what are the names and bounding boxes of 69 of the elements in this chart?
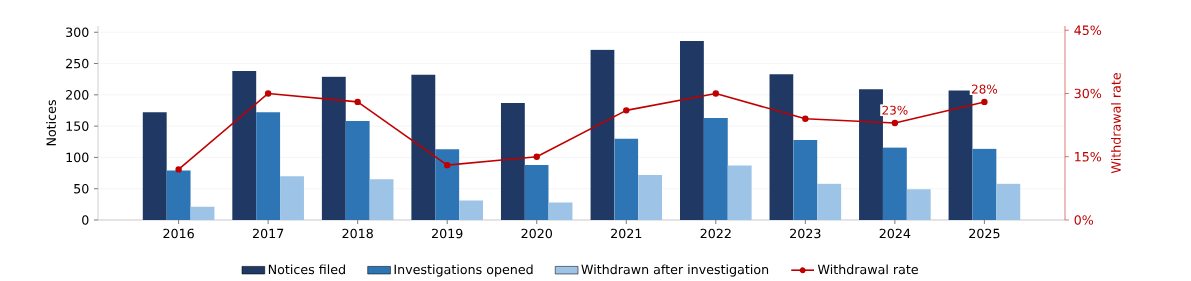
bar bbox=[948, 90, 973, 220]
y-tick-label: 0 bbox=[82, 215, 89, 225]
bar bbox=[459, 200, 484, 220]
y2-tick-label: 30% bbox=[1074, 88, 1102, 99]
y-axis-title: Notices bbox=[46, 99, 56, 146]
y2-axis-title: Withdrawal rate bbox=[1111, 72, 1121, 173]
x-tick-label: 2017 bbox=[252, 228, 284, 239]
legend-label: Notices filed bbox=[268, 264, 345, 275]
bar bbox=[280, 176, 304, 220]
x-tick-label: 2023 bbox=[790, 228, 821, 239]
point bbox=[891, 119, 899, 127]
bar bbox=[703, 117, 728, 220]
bar bbox=[769, 74, 794, 220]
point bbox=[802, 115, 809, 122]
bar bbox=[793, 139, 818, 220]
legend-label: Investigations opened bbox=[394, 264, 533, 277]
bar bbox=[369, 179, 394, 220]
bar bbox=[142, 112, 167, 220]
y-tick-label: 150 bbox=[66, 121, 89, 131]
point bbox=[533, 153, 540, 160]
bar bbox=[679, 40, 704, 220]
x-tick-label: 2019 bbox=[432, 228, 463, 239]
x-tick-label: 2018 bbox=[342, 228, 373, 239]
point bbox=[175, 166, 182, 173]
bar bbox=[882, 147, 907, 220]
point bbox=[981, 98, 988, 105]
bar bbox=[524, 164, 549, 220]
point bbox=[354, 98, 361, 105]
bar bbox=[166, 170, 191, 220]
bar bbox=[906, 189, 931, 220]
bar bbox=[972, 148, 997, 220]
x-tick-label: 2022 bbox=[700, 228, 731, 239]
bar bbox=[996, 183, 1021, 220]
bar bbox=[548, 202, 573, 220]
y2-tick-label: 15% bbox=[1075, 151, 1102, 162]
bar bbox=[859, 89, 883, 220]
bar bbox=[817, 183, 842, 220]
y2-tick-label: 45% bbox=[1074, 25, 1102, 35]
bar bbox=[614, 138, 639, 220]
point bbox=[444, 161, 451, 169]
x-tick-label: 2025 bbox=[969, 228, 1000, 239]
y-tick-label: 50 bbox=[74, 183, 89, 194]
data-label: 28% bbox=[971, 84, 998, 94]
x-tick-label: 2021 bbox=[611, 228, 642, 239]
bar bbox=[727, 165, 752, 220]
y-tick-label: 250 bbox=[66, 58, 89, 69]
bar bbox=[590, 49, 615, 220]
x-tick-label: 2020 bbox=[521, 228, 552, 239]
point bbox=[712, 90, 720, 97]
bar bbox=[256, 112, 281, 220]
data-label: 23% bbox=[882, 105, 908, 115]
legend-label: Withdrawal rate bbox=[817, 264, 918, 275]
point bbox=[264, 90, 272, 97]
bar bbox=[411, 74, 436, 220]
bar bbox=[345, 120, 370, 220]
bar bbox=[190, 206, 215, 220]
y-tick-label: 100 bbox=[66, 152, 89, 163]
bar bbox=[500, 102, 525, 220]
bar bbox=[321, 76, 346, 220]
bar bbox=[232, 70, 257, 220]
y-tick-label: 200 bbox=[66, 89, 89, 100]
bar bbox=[638, 174, 663, 220]
legend-label: Withdrawn after investigation bbox=[581, 264, 769, 277]
x-tick-label: 2016 bbox=[163, 228, 194, 239]
bar bbox=[435, 149, 460, 220]
y2-tick-label: 0% bbox=[1074, 215, 1094, 225]
point bbox=[623, 106, 630, 114]
x-tick-label: 2024 bbox=[879, 228, 911, 239]
y-tick-label: 300 bbox=[66, 27, 89, 37]
